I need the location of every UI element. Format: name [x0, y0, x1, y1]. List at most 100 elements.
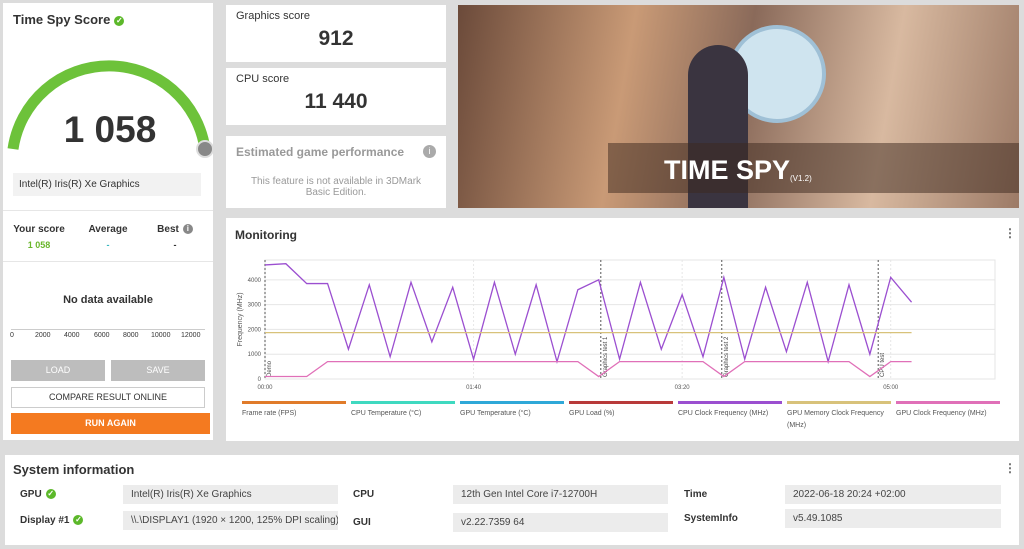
legend-swatch	[678, 401, 782, 404]
comparison-value: -	[173, 240, 177, 250]
dist-tick: 0	[10, 332, 14, 339]
menu-icon[interactable]: ⋮	[1004, 461, 1016, 475]
load-button[interactable]: LOAD	[11, 360, 105, 381]
legend-label: CPU Temperature (°C)	[351, 410, 422, 417]
legend-item[interactable]: CPU Clock Frequency (MHz)	[678, 401, 782, 420]
dist-tick: 2000	[35, 332, 51, 339]
score-title: Time Spy Score ✓	[13, 12, 125, 27]
series-line	[265, 360, 912, 378]
label-text: Display #1	[20, 515, 70, 526]
x-tick-label: 03:20	[675, 385, 691, 391]
info-label: Time	[684, 489, 708, 500]
gauge	[7, 60, 213, 158]
monitoring-chart: 0 1000 2000 3000 4000 00:00 01:40 03:20 05:00 Fre…	[237, 259, 996, 391]
legend-item[interactable]: GPU Clock Frequency (MHz)	[896, 401, 1000, 420]
series-line	[264, 263, 913, 365]
info-value: Intel(R) Iris(R) Xe Graphics	[123, 485, 338, 504]
dist-tick: 10000	[151, 332, 171, 339]
annotation-label: CPU test	[880, 353, 886, 377]
legend-item[interactable]: GPU Temperature (°C)	[460, 401, 564, 420]
label-text: Best	[157, 224, 179, 235]
check-icon: ✓	[73, 515, 84, 526]
info-label: GUI	[353, 517, 371, 528]
legend-label: GPU Load (%)	[569, 410, 615, 417]
annotation-label: Graphics test 1	[603, 336, 609, 377]
legend-item[interactable]: GPU Memory Clock Frequency (MHz)	[787, 401, 891, 432]
dist-tick: 4000	[64, 332, 80, 339]
score-value: 1 058	[63, 109, 157, 150]
legend-label: CPU Clock Frequency (MHz)	[678, 410, 769, 417]
legend-swatch	[351, 401, 455, 404]
system-info: System information ⋮ GPU ✓ Intel(R) Iris(…	[5, 455, 1019, 545]
y-tick-label: 2000	[248, 327, 262, 333]
info-value: v5.49.1085	[785, 509, 1001, 528]
legend-label: Frame rate (FPS)	[242, 410, 297, 417]
x-tick-label: 05:00	[883, 385, 899, 391]
legend-item[interactable]: Frame rate (FPS)	[242, 401, 346, 420]
info-icon: i	[423, 145, 436, 158]
hero-banner: TIME SPY (V1.2)	[458, 5, 1019, 208]
hero-band	[608, 143, 1019, 193]
dist-tick: 12000	[181, 332, 201, 339]
title: Estimated game performance	[236, 145, 405, 159]
comparison-label: Best i	[143, 224, 207, 235]
x-tick-label: 01:40	[466, 385, 482, 391]
legend-swatch	[787, 401, 891, 404]
game-performance: Estimated game performance i This featur…	[226, 136, 446, 208]
y-tick-label: 1000	[248, 352, 262, 358]
label: CPU score	[236, 73, 290, 85]
legend-swatch	[896, 401, 1000, 404]
score-panel: Time Spy Score ✓ 1 058 Intel(R) Iris(R) X…	[3, 3, 213, 440]
legend-item[interactable]: CPU Temperature (°C)	[351, 401, 455, 420]
comparison: Your score Average Best i 1 058 - -	[3, 210, 213, 262]
info-label: SystemInfo	[684, 513, 738, 524]
distribution-axis	[11, 329, 205, 330]
gpu-name: Intel(R) Iris(R) Xe Graphics	[13, 173, 201, 196]
info-value: v2.22.7359 64	[453, 513, 668, 532]
comparison-label: Average	[88, 224, 128, 235]
value: 11 440	[304, 90, 368, 113]
comparison-value: 1 058	[27, 240, 51, 250]
graphics-score: Graphics score 912	[226, 5, 446, 62]
legend-swatch	[569, 401, 673, 404]
value: 912	[318, 27, 354, 50]
y-tick-label: 4000	[248, 278, 262, 284]
info-label: CPU	[353, 489, 375, 500]
cpu-score: CPU score 11 440	[226, 68, 446, 125]
dist-tick: 6000	[94, 332, 110, 339]
hero-title: TIME SPY	[664, 155, 791, 185]
check-icon: ✓	[45, 489, 56, 500]
legend-label: GPU Memory Clock Frequency (MHz)	[787, 410, 884, 429]
comparison-value: -	[106, 240, 110, 250]
monitoring-title: Monitoring	[235, 228, 297, 242]
y-tick-label: 3000	[248, 303, 262, 309]
info-value: \\.\DISPLAY1 (1920 × 1200, 125% DPI scal…	[123, 511, 338, 530]
x-tick-label: 00:00	[257, 385, 273, 391]
gauge-arc	[7, 60, 211, 150]
monitoring-panel: Monitoring ⋮ 0 1000 2000 3000 4000 00:00 01:40…	[226, 218, 1019, 441]
text: This feature is not available in 3DMark …	[250, 176, 422, 198]
check-icon: ✓	[114, 15, 125, 26]
gauge-knob	[196, 140, 213, 158]
legend-swatch	[242, 401, 346, 404]
info-icon: i	[182, 224, 193, 235]
legend-label: GPU Temperature (°C)	[460, 410, 531, 417]
y-axis-label: Frequency (MHz)	[237, 292, 244, 346]
annotation-label: Demo	[267, 360, 273, 377]
menu-icon[interactable]: ⋮	[1004, 226, 1016, 240]
dist-tick: 8000	[123, 332, 139, 339]
no-data: No data available	[63, 294, 153, 306]
y-tick-label: 0	[258, 377, 262, 383]
label-text: GPU	[20, 489, 42, 500]
title-text: Time Spy Score	[13, 12, 111, 27]
label: Graphics score	[236, 10, 310, 22]
annotation-label: Graphics test 2	[724, 336, 730, 377]
compare-button[interactable]: COMPARE RESULT ONLINE	[11, 387, 205, 408]
run-button[interactable]: RUN AGAIN	[11, 413, 210, 434]
hero-version: (V1.2)	[790, 174, 812, 183]
legend-item[interactable]: GPU Load (%)	[569, 401, 673, 420]
system-info-title: System information	[13, 462, 135, 477]
save-button[interactable]: SAVE	[111, 360, 205, 381]
legend-swatch	[460, 401, 564, 404]
